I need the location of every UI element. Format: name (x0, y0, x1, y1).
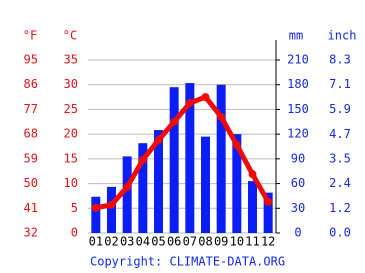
x-tick-label: 08 (198, 235, 212, 249)
bar (154, 130, 163, 233)
x-tick-label: 11 (245, 235, 259, 249)
mm-tick-label: 210 (287, 53, 309, 67)
x-tick-label: 10 (230, 235, 244, 249)
bar (107, 186, 116, 233)
x-tick-label: 04 (136, 235, 150, 249)
x-tick-label: 02 (104, 235, 118, 249)
f-tick-label: 68 (24, 127, 38, 141)
f-tick-label: 95 (24, 53, 38, 67)
x-tick-label: 05 (151, 235, 165, 249)
f-axis-title: °F (23, 29, 37, 43)
mm-tick-label: 60 (291, 176, 305, 190)
inch-tick-label: 2.4 (329, 176, 351, 190)
inch-tick-label: 4.7 (329, 127, 351, 141)
temperature-point (248, 170, 257, 179)
c-tick-label: 35 (64, 53, 78, 67)
c-tick-label: 5 (71, 201, 78, 215)
temperature-line (95, 94, 271, 211)
copyright: Copyright: CLIMATE-DATA.ORG (90, 255, 285, 269)
inch-tick-label: 8.3 (329, 53, 351, 67)
bar (201, 136, 210, 233)
temperature-point (201, 93, 210, 102)
f-tick-label: 86 (24, 77, 38, 91)
temperature-point (170, 117, 179, 126)
c-tick-label: 0 (71, 226, 78, 240)
mm-tick-label: 90 (291, 151, 305, 165)
inch-tick-label: 5.9 (329, 102, 351, 116)
temperature-point (138, 155, 147, 164)
c-tick-label: 20 (64, 127, 78, 141)
inch-tick-label: 1.2 (329, 201, 351, 215)
f-tick-label: 50 (24, 176, 38, 190)
x-tick-label: 09 (214, 235, 228, 249)
mm-tick-label: 30 (291, 201, 305, 215)
bar (248, 181, 257, 233)
x-tick-label: 06 (167, 235, 181, 249)
mm-axis-title: mm (289, 29, 303, 43)
f-tick-label: 59 (24, 151, 38, 165)
c-tick-label: 15 (64, 151, 78, 165)
bar (232, 134, 242, 233)
x-tick-label: 12 (261, 235, 275, 249)
f-tick-label: 77 (24, 102, 38, 116)
f-tick-label: 41 (24, 201, 38, 215)
bar (216, 84, 226, 233)
temperature-point (264, 197, 273, 206)
c-tick-label: 30 (64, 77, 78, 91)
bar (185, 83, 195, 233)
bar (91, 196, 101, 233)
temperature-point (107, 200, 116, 209)
bar (169, 87, 179, 233)
mm-tick-label: 180 (287, 77, 309, 91)
inch-tick-label: 0.0 (329, 226, 351, 240)
mm-tick-label: 0 (294, 226, 301, 240)
c-tick-label: 25 (64, 102, 78, 116)
bar (122, 156, 132, 233)
mm-tick-label: 120 (287, 127, 309, 141)
temperature-point (154, 136, 163, 145)
x-tick-label: 01 (89, 235, 103, 249)
temperature-point (185, 99, 194, 108)
x-tick-label: 07 (183, 235, 197, 249)
mm-tick-label: 150 (287, 102, 309, 116)
bar (263, 192, 273, 233)
temperature-point (123, 183, 132, 192)
bar (138, 143, 148, 233)
inch-tick-label: 7.1 (329, 77, 351, 91)
inch-tick-label: 3.5 (329, 151, 351, 165)
temperature-point (232, 141, 241, 150)
c-tick-label: 10 (64, 176, 78, 190)
temperature-point (217, 112, 226, 121)
x-tick-label: 03 (120, 235, 134, 249)
c-axis-title: °C (63, 29, 77, 43)
inch-axis-title: inch (328, 29, 357, 43)
f-tick-label: 32 (24, 226, 38, 240)
temperature-point (91, 203, 100, 212)
